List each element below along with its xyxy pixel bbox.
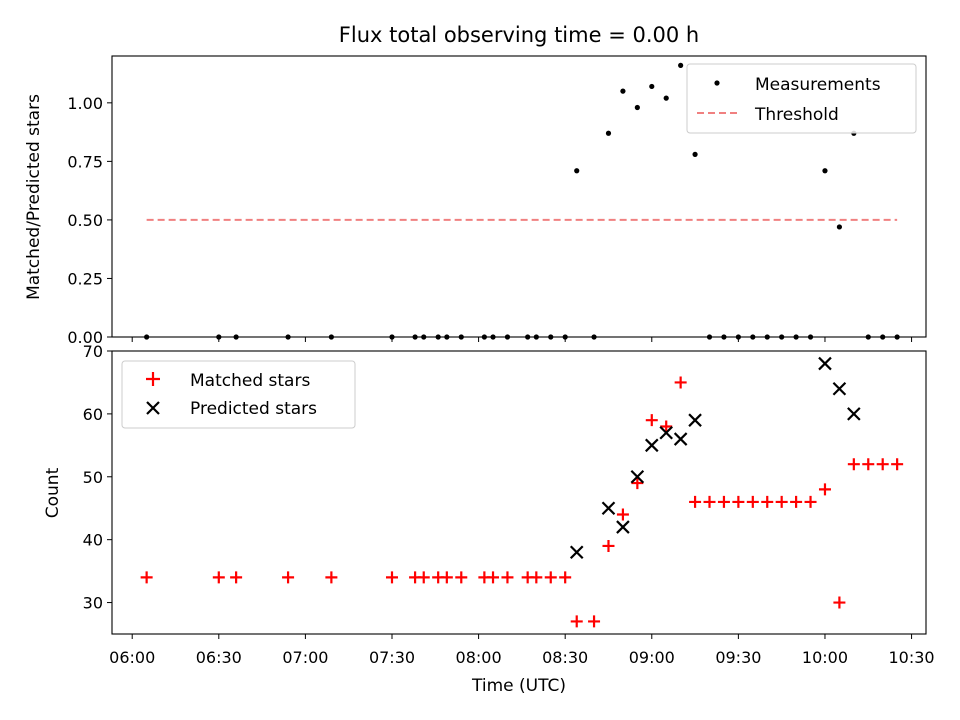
matched-star-point — [588, 615, 601, 628]
x-tick-label: 09:30 — [715, 648, 761, 667]
predicted-star-point — [673, 432, 688, 446]
matched-star-point — [876, 458, 889, 471]
predicted-star-point — [818, 356, 832, 371]
matched-star-point — [544, 571, 557, 584]
predicted-star-point — [616, 520, 630, 534]
chart-title: Flux total observing time = 0.00 h — [339, 23, 699, 47]
legend-measurements-marker — [714, 80, 720, 86]
predicted-star-point — [832, 381, 847, 396]
legend-measurements-label: Measurements — [755, 75, 881, 95]
x-tick-label: 06:30 — [196, 648, 242, 667]
ratio-panel: Flux total observing time = 0.00 h 0.00 0… — [24, 23, 927, 347]
ratio-y-axis-label: Matched/Predicted stars — [24, 94, 44, 300]
x-tick-label: 07:00 — [282, 648, 328, 667]
measurement-point — [836, 224, 843, 230]
matched-star-point — [689, 495, 702, 508]
measurement-point — [678, 62, 684, 68]
matched-star-point — [891, 458, 904, 471]
matched-star-point — [847, 458, 860, 471]
legend-matched-label: Matched stars — [190, 371, 310, 391]
measurement-point — [692, 151, 698, 157]
x-tick-label: 08:00 — [456, 648, 502, 667]
x-tick-label: 07:30 — [369, 648, 415, 667]
ratio-y-tick-label: 0.00 — [67, 328, 103, 347]
matched-star-point — [140, 571, 153, 584]
matched-star-point — [325, 571, 338, 584]
x-tick-label: 10:30 — [889, 648, 935, 667]
x-tick-label: 10:00 — [802, 648, 848, 667]
ratio-y-tick-label: 0.25 — [67, 269, 103, 288]
measurement-point — [649, 83, 655, 90]
legend-threshold-label: Threshold — [754, 105, 839, 125]
matched-star-point — [818, 483, 831, 496]
count-panel: 30 40 50 60 70 06:00 06:30 07:00 07:30 08:00 08:3… — [43, 342, 935, 696]
legend-matched-marker — [146, 372, 160, 386]
matched-star-point — [417, 571, 430, 584]
matched-star-point — [761, 495, 774, 508]
matched-star-point — [645, 414, 658, 427]
count-y-axis-label: Count — [43, 467, 63, 518]
predicted-star-point — [601, 501, 616, 515]
matched-star-point — [746, 495, 759, 508]
measurement-point — [620, 88, 626, 94]
measurement-point — [574, 168, 580, 174]
measurement-point — [605, 130, 612, 136]
count-legend-box — [121, 360, 356, 429]
ratio-y-tick-label: 0.50 — [67, 211, 103, 230]
count-plot-frame — [111, 350, 927, 635]
count-y-tick-label: 30 — [83, 594, 103, 613]
matched-star-point — [703, 495, 716, 508]
matched-star-point — [501, 571, 514, 584]
matched-star-point — [775, 495, 788, 508]
matched-star-point — [230, 571, 243, 584]
count-y-tick-label: 60 — [83, 405, 103, 424]
matched-star-point — [559, 571, 572, 584]
predicted-star-point — [659, 425, 673, 440]
predicted-star-point — [847, 407, 861, 421]
count-legend: Matched stars Predicted stars — [121, 360, 356, 429]
matched-star-point — [732, 495, 745, 508]
measurement-point — [634, 104, 640, 111]
x-axis-label: Time (UTC) — [471, 676, 566, 696]
measurement-point — [663, 95, 669, 101]
count-y-tick-label: 40 — [83, 531, 103, 550]
ratio-y-tick-label: 0.75 — [67, 152, 103, 171]
matched-star-point — [455, 571, 468, 584]
matched-star-point — [530, 571, 543, 584]
matched-star-point — [717, 495, 730, 508]
matched-star-point — [660, 420, 673, 433]
ratio-legend-box — [686, 63, 917, 134]
predicted-star-point — [645, 438, 659, 453]
matched-star-point — [804, 495, 817, 508]
ratio-plot-frame — [111, 55, 927, 338]
matched-star-point — [602, 539, 615, 552]
predicted-star-point — [630, 470, 645, 484]
matched-star-point — [674, 376, 687, 389]
matched-star-point — [440, 571, 453, 584]
legend-predicted-marker — [146, 401, 160, 415]
x-tick-label: 09:00 — [629, 648, 675, 667]
matched-star-point — [862, 458, 875, 471]
matched-star-point — [487, 571, 500, 584]
ratio-y-tick-label: 1.00 — [67, 94, 103, 113]
matched-star-point — [385, 571, 398, 584]
matched-star-point — [790, 495, 803, 508]
x-tick-label: 06:00 — [109, 648, 155, 667]
legend-predicted-label: Predicted stars — [190, 399, 317, 419]
matched-star-point — [212, 571, 225, 584]
predicted-star-point — [569, 545, 584, 560]
count-y-tick-label: 70 — [83, 342, 103, 361]
matched-star-point — [833, 596, 846, 609]
predicted-star-point — [688, 413, 702, 427]
matched-star-point — [631, 477, 644, 490]
count-y-tick-label: 50 — [83, 468, 103, 487]
ratio-legend: Measurements Threshold — [686, 63, 917, 134]
matched-star-point — [616, 508, 629, 521]
x-tick-label: 08:30 — [542, 648, 588, 667]
measurement-point — [822, 168, 828, 174]
matched-star-point — [570, 615, 583, 628]
matched-star-point — [282, 571, 295, 584]
